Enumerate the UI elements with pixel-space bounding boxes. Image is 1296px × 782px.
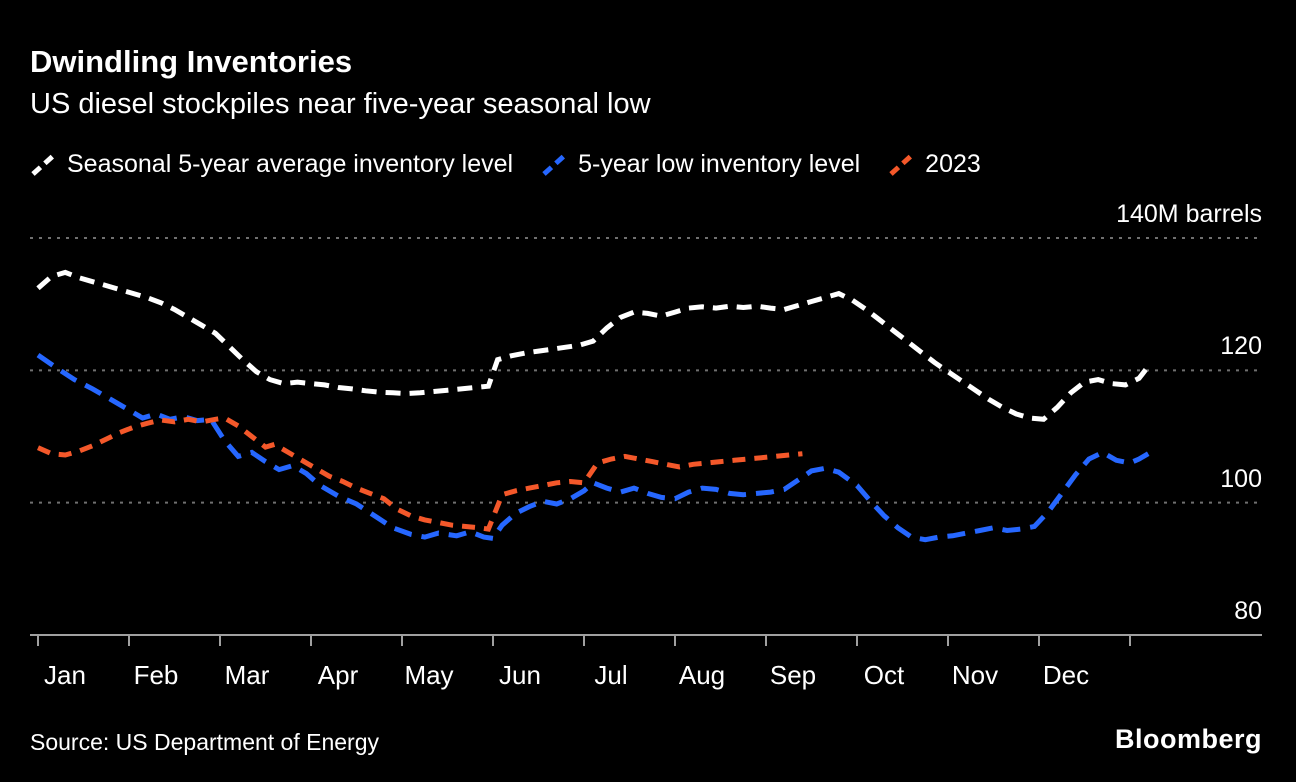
legend-label: 2023 — [925, 150, 981, 178]
y-axis-label-120: 120 — [1220, 332, 1262, 361]
legend-label: Seasonal 5-year average inventory level — [67, 150, 514, 178]
page-title: Dwindling Inventories — [30, 44, 353, 79]
series-line-1 — [36, 353, 1150, 543]
legend-label: 5-year low inventory level — [578, 150, 861, 178]
x-axis-label-jul: Jul — [594, 660, 628, 690]
x-axis-label-may: May — [404, 660, 454, 690]
y-axis-label-100: 100 — [1220, 464, 1262, 493]
x-axis-label-apr: Apr — [317, 660, 359, 690]
series-line-2 — [36, 415, 803, 532]
x-axis-label-jan: Jan — [44, 660, 86, 690]
x-axis-label-feb: Feb — [133, 660, 179, 690]
x-axis-label-sep: Sep — [769, 660, 817, 690]
x-axis-label-mar: Mar — [224, 660, 270, 690]
y-axis-label-140: 140M barrels — [1116, 200, 1262, 228]
page-subtitle: US diesel stockpiles near five-year seas… — [30, 88, 651, 120]
bloomberg-logo: Bloomberg — [1114, 724, 1262, 754]
series-line-0 — [36, 269, 1151, 422]
x-axis-label-nov: Nov — [951, 660, 999, 690]
source-note: Source: US Department of Energy — [30, 729, 379, 755]
x-axis-label-aug: Aug — [678, 660, 726, 690]
legend-item-2: 2023 — [888, 150, 981, 179]
legend: Seasonal 5-year average inventory level 5… — [30, 150, 981, 179]
x-axis-label-jun: Jun — [499, 660, 541, 690]
x-axis-label-oct: Oct — [863, 660, 905, 690]
legend-item-0: Seasonal 5-year average inventory level — [30, 150, 513, 179]
x-axis-label-dec: Dec — [1042, 660, 1090, 690]
legend-dash-icon — [31, 153, 55, 176]
legend-dash-icon — [889, 153, 913, 176]
legend-dash-icon — [542, 153, 566, 176]
legend-item-1: 5-year low inventory level — [541, 150, 860, 179]
y-axis-label-80: 80 — [1234, 597, 1262, 625]
